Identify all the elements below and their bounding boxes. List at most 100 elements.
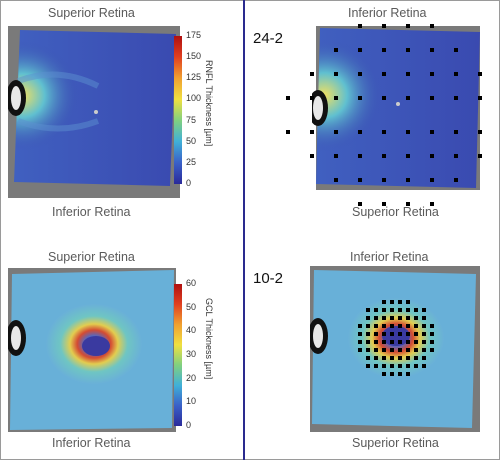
stimulus-point	[406, 372, 410, 376]
stimulus-point	[390, 372, 394, 376]
stimulus-point	[382, 308, 386, 312]
stimulus-point	[390, 356, 394, 360]
stimulus-point	[358, 178, 362, 182]
stimulus-point	[382, 202, 386, 206]
stimulus-point	[406, 340, 410, 344]
stimulus-point	[366, 348, 370, 352]
stimulus-point	[382, 154, 386, 158]
rnfl-tick-label: 125	[186, 72, 202, 83]
rnfl-tick-label: 100	[186, 93, 202, 104]
stimulus-point	[390, 340, 394, 344]
stimulus-point	[382, 364, 386, 368]
stimulus-point	[382, 130, 386, 134]
stimulus-point	[406, 316, 410, 320]
stimulus-point	[406, 348, 410, 352]
stimulus-point	[406, 364, 410, 368]
stimulus-point	[430, 324, 434, 328]
stimulus-point	[430, 130, 434, 134]
field-label-10-2: 10-2	[253, 270, 284, 287]
stimulus-point	[382, 24, 386, 28]
gcl-tick-label: 50	[186, 301, 197, 312]
top-left-bottom-label: Inferior Retina	[52, 205, 131, 219]
stimulus-point	[406, 130, 410, 134]
stimulus-point	[358, 348, 362, 352]
stimulus-point	[398, 356, 402, 360]
top-right-top-label: Inferior Retina	[348, 6, 427, 20]
stimulus-point	[414, 356, 418, 360]
stimulus-point	[310, 130, 314, 134]
rnfl-map-24-2-overlay	[312, 22, 484, 194]
stimulus-point	[406, 178, 410, 182]
stimulus-point	[406, 300, 410, 304]
stimulus-point	[374, 324, 378, 328]
gcl-tick-label: 30	[186, 349, 197, 359]
rnfl-colorbar	[174, 36, 182, 184]
stimulus-point	[414, 340, 418, 344]
stimulus-point	[406, 308, 410, 312]
stimulus-point	[414, 324, 418, 328]
stimulus-point	[310, 96, 314, 100]
stimulus-point	[414, 348, 418, 352]
stimulus-point	[430, 178, 434, 182]
stimulus-point	[358, 332, 362, 336]
gcl-tick-label: 20	[186, 372, 197, 383]
gcl-tick-label: 60	[186, 278, 197, 288]
stimulus-point	[398, 348, 402, 352]
stimulus-point	[366, 324, 370, 328]
stimulus-point	[406, 72, 410, 76]
stimulus-point	[414, 332, 418, 336]
stimulus-point	[398, 332, 402, 336]
stimulus-point	[374, 356, 378, 360]
stimulus-point	[430, 48, 434, 52]
stimulus-point	[454, 130, 458, 134]
stimulus-point	[334, 48, 338, 52]
stimulus-point	[398, 316, 402, 320]
stimulus-point	[422, 356, 426, 360]
stimulus-point	[366, 332, 370, 336]
stimulus-point	[398, 324, 402, 328]
stimulus-point	[358, 24, 362, 28]
stimulus-point	[358, 72, 362, 76]
bottom-left-bottom-label: Inferior Retina	[52, 436, 131, 450]
rnfl-tick-label: 50	[186, 135, 197, 146]
stimulus-point	[422, 364, 426, 368]
stimulus-point	[286, 130, 290, 134]
stimulus-point	[366, 356, 370, 360]
stimulus-point	[382, 48, 386, 52]
stimulus-point	[454, 154, 458, 158]
rnfl-tick-label: 175	[186, 30, 202, 40]
stimulus-point	[390, 348, 394, 352]
stimulus-grid-24-2	[286, 24, 482, 206]
stimulus-point	[406, 154, 410, 158]
stimulus-point	[406, 332, 410, 336]
gcl-tick-label: 0	[186, 420, 192, 430]
stimulus-point	[334, 178, 338, 182]
stimulus-point	[382, 72, 386, 76]
stimulus-point	[390, 332, 394, 336]
stimulus-point	[390, 324, 394, 328]
stimulus-point	[406, 324, 410, 328]
stimulus-point	[358, 154, 362, 158]
stimulus-point	[478, 96, 482, 100]
top-right-bottom-label: Superior Retina	[352, 205, 439, 219]
stimulus-point	[366, 316, 370, 320]
top-left-top-label: Superior Retina	[48, 6, 135, 20]
stimulus-point	[430, 202, 434, 206]
stimulus-point	[358, 96, 362, 100]
stimulus-point	[422, 332, 426, 336]
stimulus-point	[334, 154, 338, 158]
stimulus-point	[358, 202, 362, 206]
stimulus-point	[382, 372, 386, 376]
stimulus-point	[430, 332, 434, 336]
gcl-colorbar-title: GCL Thickness [µm]	[204, 298, 214, 380]
stimulus-point	[406, 48, 410, 52]
stimulus-point	[422, 308, 426, 312]
stimulus-point	[374, 348, 378, 352]
bottom-right-bottom-label: Superior Retina	[352, 436, 439, 450]
stimulus-point	[390, 316, 394, 320]
stimulus-point	[414, 308, 418, 312]
stimulus-point	[358, 48, 362, 52]
rnfl-colorbar-title: RNFL Thickness [µm]	[204, 60, 214, 147]
stimulus-point	[422, 340, 426, 344]
stimulus-point	[454, 48, 458, 52]
